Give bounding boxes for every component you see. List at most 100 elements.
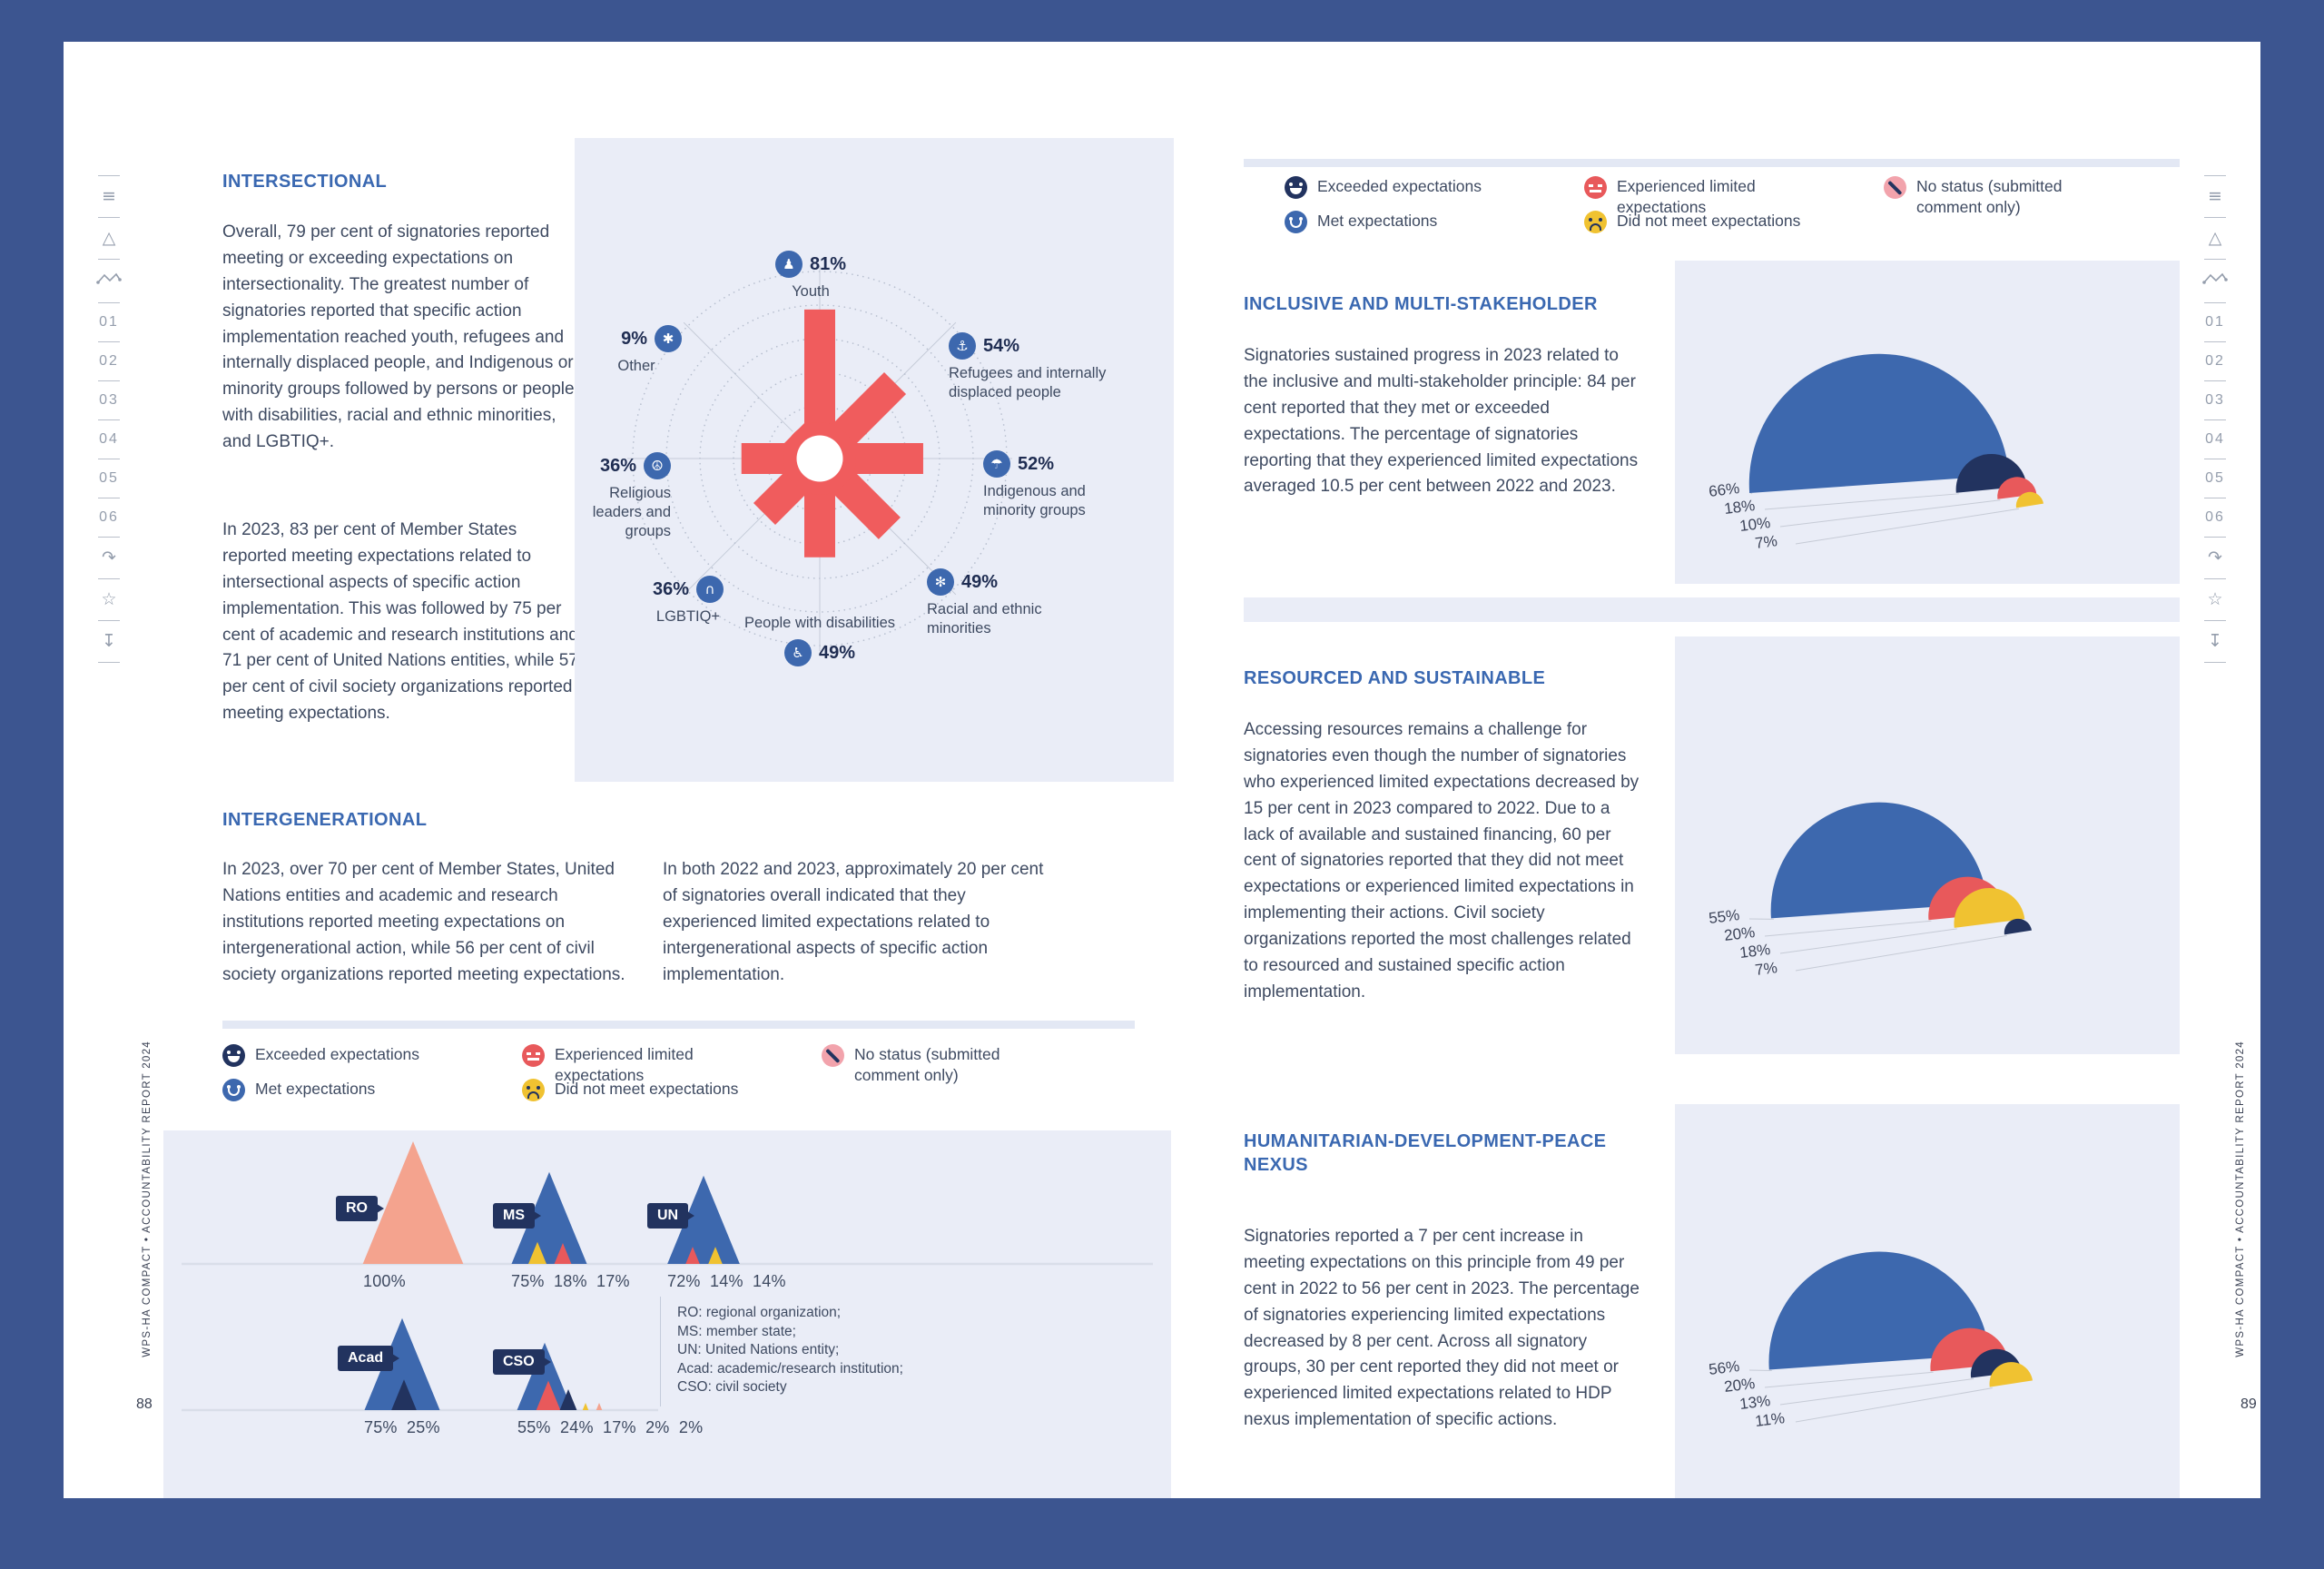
section-body-hdp: Signatories reported a 7 per cent increa… (1244, 1227, 1640, 1430)
menu-icon[interactable]: ≡ (2208, 186, 2222, 206)
sidebar-separator (2204, 302, 2226, 303)
legend-item-met: Met expectations (222, 1079, 522, 1113)
nav-item-06[interactable]: 06 (2205, 509, 2225, 525)
intergenerational-col-2: In both 2022 and 2023, approximately 20 … (663, 860, 1044, 984)
section-heading-resourced: RESOURCED AND SUSTAINABLE (1244, 668, 1546, 688)
trend-line-icon[interactable] (96, 271, 122, 291)
limited-face-icon (1584, 176, 1607, 199)
legend-label: Experienced limited expectations (1617, 177, 1756, 216)
group-tag-MS: MS (493, 1203, 541, 1229)
met-face-icon (222, 1079, 245, 1101)
nav-item-05[interactable]: 05 (99, 470, 119, 486)
semi-value-label: 56% (1708, 1357, 1740, 1378)
no-status-face-icon (822, 1044, 844, 1067)
sidebar-separator (98, 380, 120, 381)
rose-label: Other (617, 358, 655, 374)
triangle-chart-key: RO: regional organization; MS: member sta… (660, 1297, 977, 1407)
legend-label: Met expectations (1317, 212, 1438, 230)
sidebar-separator (2204, 620, 2226, 621)
nav-item-01[interactable]: 01 (99, 314, 119, 330)
semi-value-label: 55% (1708, 906, 1740, 927)
nav-item-06[interactable]: 06 (99, 509, 119, 525)
divider-bar-left (222, 1021, 1135, 1029)
intersectional-chart-panel: ♟ 81% Youth ⚓ 54% Refugees and internally dis… (575, 138, 1174, 782)
nav-item-02[interactable]: 02 (99, 353, 119, 369)
chart-panel-inclusive: 66% 18% 10% 7% (1675, 261, 2180, 584)
nav-item-05[interactable]: 05 (2205, 470, 2225, 486)
group-values-Acad: 75% 25% (364, 1418, 440, 1436)
legend-label: No status (submitted comment only) (854, 1045, 1000, 1084)
triangle-icon[interactable]: △ (102, 228, 116, 248)
rose-label: Racial and ethnic minorities (927, 601, 1042, 637)
legend-item-limited: Experienced limited expectations (1584, 176, 1884, 216)
page-spread: ≡ △ 01 02 03 04 05 06 ↷ ☆ ↧ ≡ △ 01 02 03 04 05 06 ↷ ☆ ↧ WPS-… (64, 42, 2260, 1498)
nav-item-03[interactable]: 03 (2205, 392, 2225, 408)
rose-label: Religious leaders and groups (592, 485, 671, 540)
legend-label: Exceeded expectations (1317, 177, 1482, 195)
group-tag-RO: RO (336, 1196, 384, 1221)
rose-chart (627, 266, 1012, 651)
download-icon[interactable]: ↧ (102, 631, 116, 651)
group-icon: ☮ (644, 452, 671, 479)
group-values-MS: 75% 18% 17% (511, 1272, 630, 1290)
rose-label: LGBTIQ+ (655, 608, 721, 625)
sidebar-separator (98, 537, 120, 538)
redo-icon[interactable]: ↷ (2208, 548, 2222, 567)
nav-item-02[interactable]: 02 (2205, 353, 2225, 369)
sidebar-separator (98, 259, 120, 260)
group-tag-Acad: Acad (338, 1346, 400, 1371)
intergenerational-col-1: In 2023, over 70 per cent of Member Stat… (222, 860, 625, 984)
sidebar-separator (98, 302, 120, 303)
rose-value: 54% (983, 335, 1020, 356)
nav-item-01[interactable]: 01 (2205, 314, 2225, 330)
nav-item-04[interactable]: 04 (99, 431, 119, 447)
semi-value-label: 18% (1723, 497, 1756, 518)
rose-label: Indigenous and minority groups (983, 483, 1086, 519)
rose-category-5: People with disabilities ♿ 49% (736, 614, 903, 667)
semi-value-label: 20% (1723, 923, 1756, 944)
legend-label: No status (submitted comment only) (1916, 177, 2063, 216)
semi-value-label: 11% (1754, 1409, 1786, 1430)
legend-item-no-status: No status (submitted comment only) (822, 1044, 1121, 1084)
sidebar-separator (98, 419, 120, 420)
download-icon[interactable]: ↧ (2208, 631, 2222, 651)
legend-label: Exceeded expectations (255, 1045, 419, 1063)
report-title-vertical-right: WPS-HA COMPACT • ACCOUNTABILITY REPORT 2… (2235, 1041, 2246, 1357)
rose-value: 81% (809, 253, 847, 274)
sidebar-separator (98, 341, 120, 342)
legend-item-exceeded: Exceeded expectations (1285, 176, 1584, 211)
sidebar-separator (2204, 419, 2226, 420)
ethnic-flower-icon: ✻ (927, 568, 954, 596)
sidebar-separator (98, 662, 120, 663)
rainbow-icon: ∩ (696, 576, 724, 603)
boat-icon: ⚓ (949, 332, 976, 360)
sidebar-separator (98, 578, 120, 579)
semicircle-chart-hdp: 56%20%13%11% (1708, 1251, 2033, 1430)
star-icon[interactable]: ☆ (101, 589, 117, 609)
nav-item-03[interactable]: 03 (99, 392, 119, 408)
wheelchair-icon: ♿ (783, 639, 812, 667)
legend-item-exceeded: Exceeded expectations (222, 1044, 522, 1079)
semicircle-chart-inclusive: 66%18%10%7% (1708, 353, 2044, 552)
section-body-inclusive: Signatories sustained progress in 2023 r… (1244, 346, 1639, 497)
redo-icon[interactable]: ↷ (102, 548, 116, 567)
legend-label: Experienced limited expectations (555, 1045, 694, 1084)
legend-label: Did not meet expectations (555, 1080, 739, 1098)
triangle-icon[interactable]: △ (2208, 228, 2222, 248)
did-not-meet-face-icon (1584, 211, 1607, 233)
met-face-icon (1285, 211, 1307, 233)
trend-line-icon[interactable] (2202, 271, 2228, 291)
rose-chart-labels: ♟ 81% Youth ⚓ 54% Refugees and internally dis… (575, 138, 1174, 782)
semicircle-chart-resourced: 55%20%18%7% (1708, 802, 2032, 979)
rose-value: 49% (818, 642, 856, 663)
legend-left: Exceeded expectations Met expectations Exp… (222, 1044, 1121, 1113)
nav-item-04[interactable]: 04 (2205, 431, 2225, 447)
asterisk-icon: ✱ (655, 325, 682, 352)
intersectional-para-2: In 2023, 83 per cent of Member States re… (222, 520, 578, 724)
menu-icon[interactable]: ≡ (102, 186, 116, 206)
sidebar-separator (2204, 259, 2226, 260)
sidebar-separator (2204, 662, 2226, 663)
rose-category-4: ✻ 49% Racial and ethnic minorities (927, 568, 1072, 638)
star-icon[interactable]: ☆ (2207, 589, 2223, 609)
